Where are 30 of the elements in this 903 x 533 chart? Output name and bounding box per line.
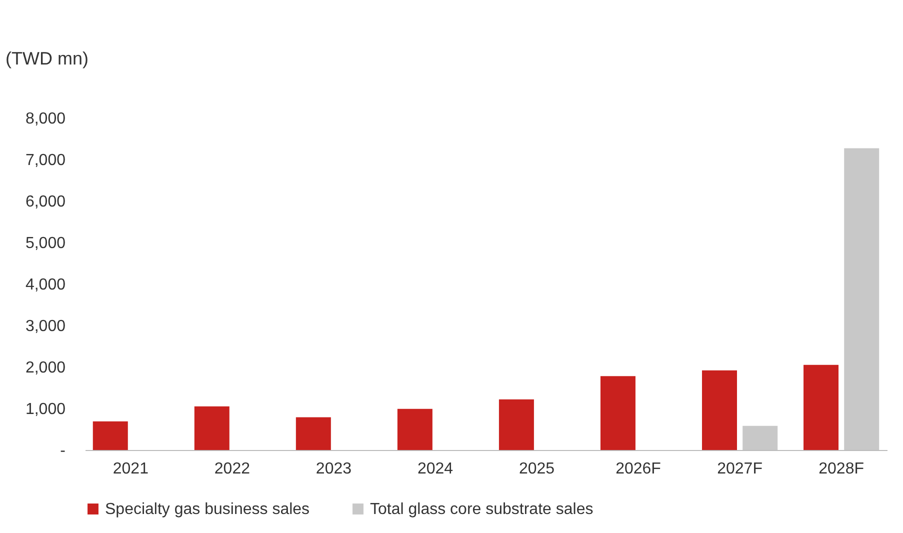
y-tick-label: 4,000 (25, 276, 66, 294)
x-tick-label: 2023 (316, 460, 352, 478)
y-tick-label: 2,000 (25, 360, 66, 376)
y-tick-label: 3,000 (25, 318, 66, 335)
legend-label: Total glass core substrate sales (370, 501, 594, 518)
x-tick-label: 2028F (818, 460, 864, 478)
y-tick-label: - (60, 442, 66, 460)
x-tick-label: 2024 (417, 460, 454, 478)
legend-label: Specialty gas business sales (105, 501, 310, 518)
x-tick-label: 2021 (112, 460, 149, 478)
y-tick-label: 5,000 (25, 235, 66, 252)
bar (804, 364, 839, 450)
y-axis-title: (TWD mn) (6, 48, 88, 68)
x-tick-label: 2026F (616, 460, 662, 478)
y-tick-label: 7,000 (25, 152, 66, 169)
y-tick-label: 6,000 (25, 194, 66, 210)
bar (498, 399, 534, 450)
bar (742, 426, 778, 450)
bar (600, 376, 636, 450)
y-tick-label: 1,000 (25, 401, 66, 418)
bar (92, 421, 128, 450)
bar (296, 417, 331, 450)
bar (194, 406, 230, 450)
x-tick-label: 2022 (214, 460, 250, 478)
bar (397, 408, 432, 450)
x-tick-label: 2027F (717, 460, 763, 478)
y-tick-label: 8,000 (25, 110, 66, 128)
x-tick-label: 2025 (518, 460, 555, 478)
bar (702, 370, 737, 450)
bar (844, 148, 880, 450)
